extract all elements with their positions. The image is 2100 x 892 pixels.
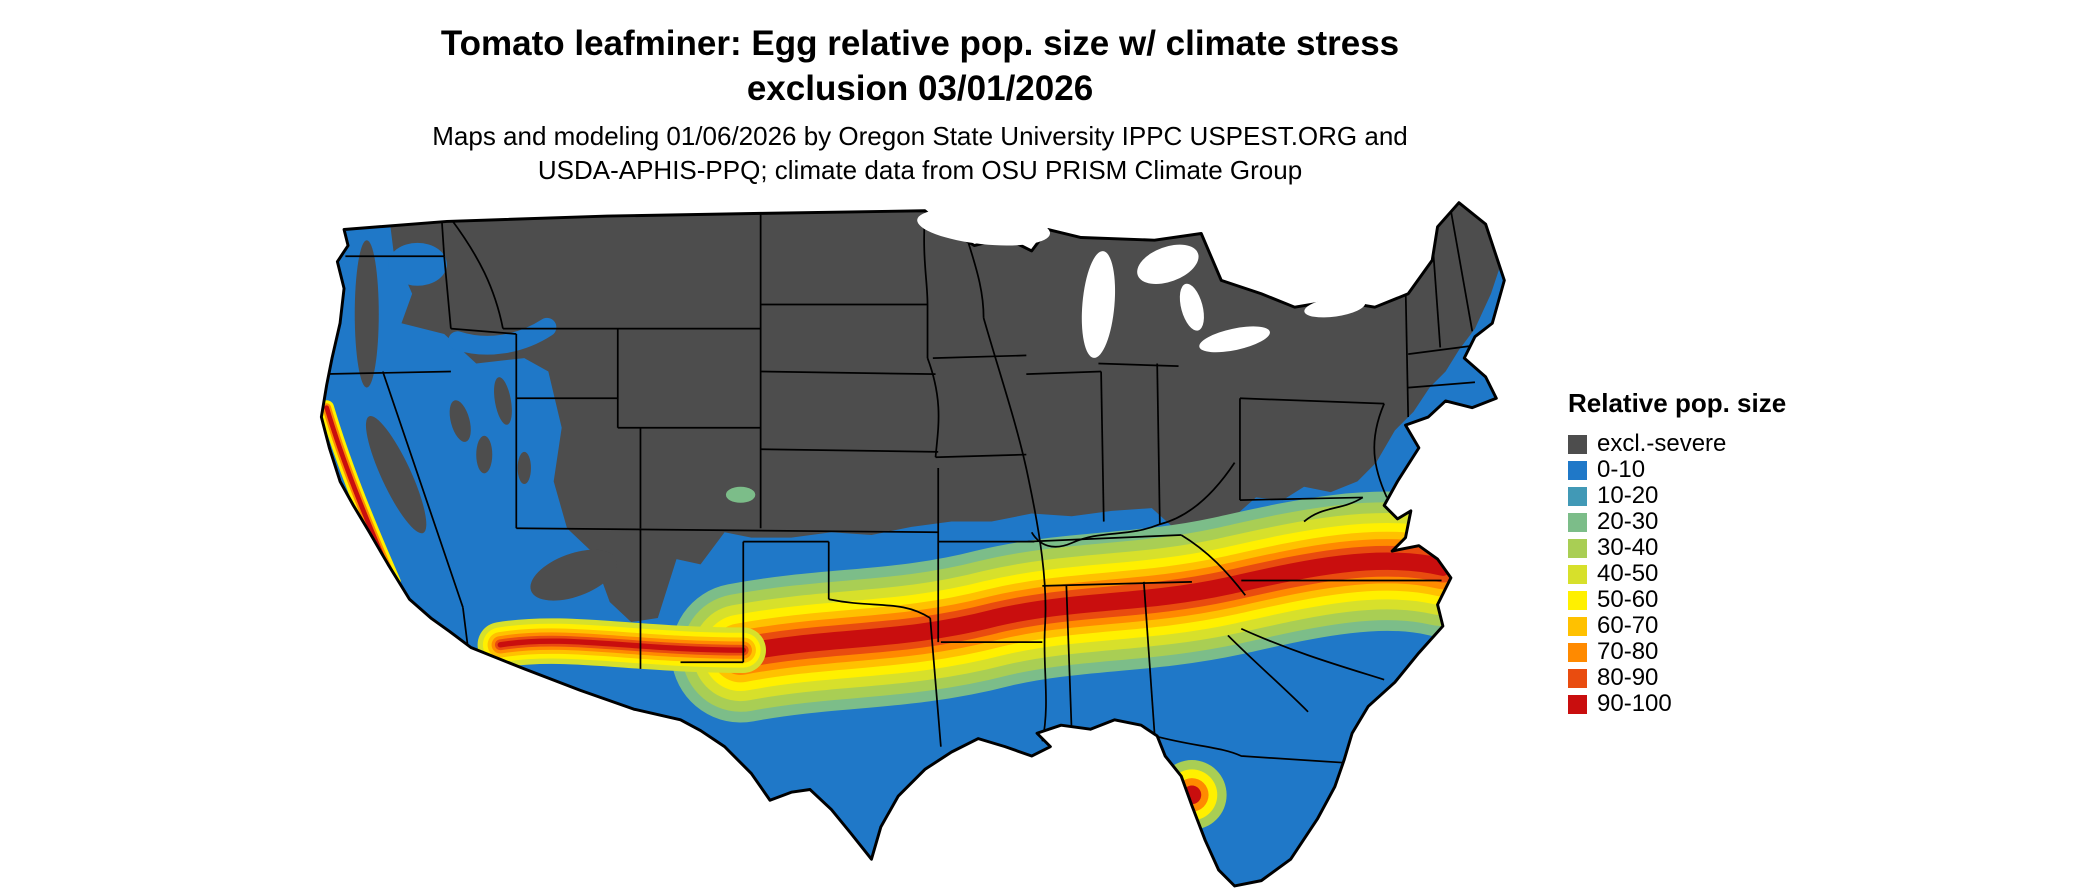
- legend-swatch: [1568, 564, 1587, 584]
- legend-swatch: [1568, 538, 1587, 558]
- legend-swatch: [1568, 694, 1587, 714]
- map-band-main: [671, 491, 1505, 723]
- great-lakes: [917, 208, 1366, 358]
- colorado-green-patch: [725, 486, 756, 503]
- band-west-90-100: [497, 638, 746, 653]
- map-band-west: [477, 618, 766, 673]
- legend-item-label: 30-40: [1597, 534, 1659, 561]
- lake-ontario: [1304, 296, 1366, 318]
- legend-swatch: [1568, 512, 1587, 532]
- legend-item-label: 20-30: [1597, 508, 1659, 535]
- lake-huron-south: [1179, 283, 1204, 331]
- legend-item: 90-100: [1568, 691, 1786, 717]
- legend-swatch: [1568, 616, 1587, 636]
- excluded-north-region: [385, 202, 1505, 623]
- columbia-basin-blue: [388, 242, 447, 286]
- legend-title: Relative pop. size: [1568, 388, 1787, 418]
- nevada-gray-1: [449, 400, 471, 442]
- legend-swatch: [1568, 590, 1587, 610]
- us-map-svg: [319, 201, 1506, 888]
- band-main-90-100: [731, 552, 1452, 662]
- sierra-gray: [365, 416, 427, 534]
- legend-item-label: 10-20: [1597, 482, 1659, 509]
- map-base-layer: [321, 202, 1505, 886]
- legend-swatch: [1568, 434, 1587, 454]
- legend-swatch: [1568, 668, 1587, 688]
- nevada-gray-2: [476, 435, 493, 474]
- legend-item-label: 40-50: [1597, 560, 1659, 587]
- legend-item-label: 0-10: [1597, 456, 1646, 483]
- legend-item: 60-70: [1568, 613, 1786, 639]
- cascades-gray: [354, 240, 379, 388]
- legend-item-label: excl.-severe: [1597, 430, 1727, 457]
- us-outline: [319, 201, 1506, 888]
- legend-item: excl.-severe: [1568, 431, 1786, 457]
- legend-item-label: 60-70: [1597, 612, 1659, 639]
- legend: Relative pop. size excl.-severe 0-10 10-…: [1568, 388, 1786, 717]
- legend-item-label: 70-80: [1597, 638, 1659, 665]
- legend-item: 40-50: [1568, 561, 1786, 587]
- map-title-line1: Tomato leafminer: Egg relative pop. size…: [440, 24, 1400, 63]
- legend-item: 30-40: [1568, 535, 1786, 561]
- us-map: [300, 200, 1515, 890]
- map-region-excluded: [354, 202, 1505, 623]
- map-subtitle-line2: USDA-APHIS-PPQ; climate data from OSU PR…: [537, 154, 1303, 185]
- legend-item: 80-90: [1568, 665, 1786, 691]
- lake-superior: [917, 208, 1051, 246]
- map-title: Tomato leafminer: Egg relative pop. size…: [0, 22, 1840, 112]
- nevada-gray-3: [494, 377, 512, 425]
- legend-swatch: [1568, 460, 1587, 480]
- map-subtitle: Maps and modeling 01/06/2026 by Oregon S…: [0, 120, 1840, 188]
- legend-item: 50-60: [1568, 587, 1786, 613]
- lake-huron: [1137, 244, 1199, 285]
- state-borders: [321, 210, 1481, 764]
- legend-item: 0-10: [1568, 457, 1786, 483]
- legend-item-label: 90-100: [1597, 690, 1672, 717]
- map-florida-hotspot: [1157, 760, 1227, 830]
- legend-items: excl.-severe 0-10 10-20 20-30: [1568, 431, 1786, 717]
- legend-item: 20-30: [1568, 509, 1786, 535]
- legend-item-label: 50-60: [1597, 586, 1659, 613]
- map-blue-pockets: [388, 242, 557, 355]
- map-subtitle-line1: Maps and modeling 01/06/2026 by Oregon S…: [432, 121, 1408, 151]
- lake-erie: [1199, 326, 1270, 353]
- legend-swatch: [1568, 486, 1587, 506]
- arizona-rim-gray: [530, 549, 617, 601]
- legend-item: 10-20: [1568, 483, 1786, 509]
- legend-swatch: [1568, 642, 1587, 662]
- lake-michigan: [1081, 251, 1116, 358]
- map-title-line2: exclusion 03/01/2026: [746, 68, 1094, 108]
- legend-item-label: 80-90: [1597, 664, 1659, 691]
- legend-item: 70-80: [1568, 639, 1786, 665]
- snake-plain-blue: [448, 317, 557, 355]
- nevada-gray-4: [517, 451, 531, 485]
